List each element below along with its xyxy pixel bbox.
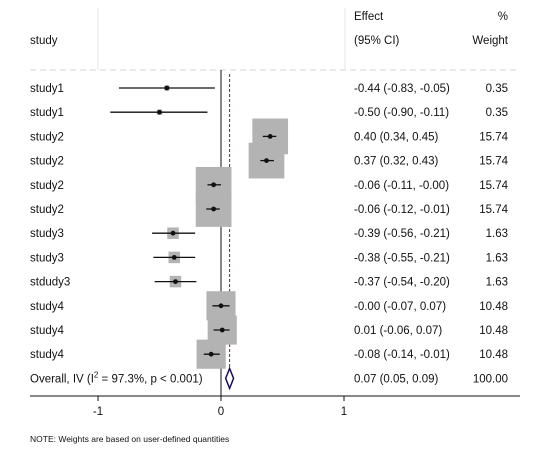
study-row: study4 -0.00 (-0.07, 0.07) 10.48 xyxy=(30,291,508,321)
weight-value: 1.63 xyxy=(486,277,508,289)
study-label: study4 xyxy=(30,325,64,337)
weight-value: 10.48 xyxy=(479,325,508,337)
effect-ci-value: -0.06 (-0.12, -0.01) xyxy=(354,204,450,216)
effect-ci-value: -0.08 (-0.14, -0.01) xyxy=(354,349,450,361)
effect-ci-value: -0.50 (-0.90, -0.11) xyxy=(354,107,449,119)
weight-value: 1.63 xyxy=(486,228,508,240)
study-row: study3 -0.38 (-0.55, -0.21) 1.63 xyxy=(30,251,508,264)
point-estimate xyxy=(218,303,224,309)
study-row: stdudy3 -0.37 (-0.54, -0.20) 1.63 xyxy=(30,275,508,289)
study-label: study1 xyxy=(30,83,64,95)
study-label: study4 xyxy=(30,301,64,313)
overall-label: Overall, IV (I2 = 97.3%, p < 0.001) xyxy=(30,370,203,385)
effect-ci-value: -0.37 (-0.54, -0.20) xyxy=(354,277,450,289)
weight-value: 15.74 xyxy=(479,180,508,192)
weight-value: 15.74 xyxy=(479,156,508,168)
study-row: study4 -0.08 (-0.14, -0.01) 10.48 xyxy=(30,339,508,369)
study-label: study2 xyxy=(30,204,64,216)
effect-ci-value: -0.06 (-0.11, -0.00) xyxy=(354,180,449,192)
header-effect: Effect xyxy=(354,11,384,23)
x-axis: -1 0 1 xyxy=(30,395,520,418)
point-estimate xyxy=(170,230,176,236)
weight-value: 15.74 xyxy=(479,131,508,143)
point-estimate xyxy=(211,182,217,188)
study-label: study2 xyxy=(30,180,64,192)
effect-ci-value: -0.38 (-0.55, -0.21) xyxy=(354,252,450,264)
study-row: study1 -0.50 (-0.90, -0.11) 0.35 xyxy=(30,107,508,119)
x-tick-label: -1 xyxy=(93,406,103,418)
effect-ci-value: 0.01 (-0.06, 0.07) xyxy=(354,325,442,337)
x-tick-label: 1 xyxy=(341,406,347,418)
study-label: study4 xyxy=(30,349,64,361)
weight-value: 15.74 xyxy=(479,204,508,216)
point-estimate xyxy=(208,351,214,357)
study-row: study3 -0.39 (-0.56, -0.21) 1.63 xyxy=(30,227,508,240)
weight-value: 0.35 xyxy=(486,107,508,119)
overall-row: Overall, IV (I2 = 97.3%, p < 0.001) 0.07 … xyxy=(30,366,508,391)
overall-weight-value: 100.00 xyxy=(473,373,508,385)
footnote: NOTE: Weights are based on user-defined … xyxy=(30,434,229,444)
header-weight-percent: % xyxy=(498,11,508,23)
weight-value: 1.63 xyxy=(486,252,508,264)
overall-effect-ci-value: 0.07 (0.05, 0.09) xyxy=(354,373,439,385)
study-label: study3 xyxy=(30,252,64,264)
point-estimate xyxy=(211,206,217,212)
point-estimate xyxy=(157,109,162,115)
effect-ci-value: -0.39 (-0.56, -0.21) xyxy=(354,228,450,240)
x-tick-label: 0 xyxy=(218,406,224,418)
point-estimate xyxy=(264,158,269,164)
weight-value: 10.48 xyxy=(479,301,508,313)
weight-value: 0.35 xyxy=(486,83,508,95)
effect-ci-value: 0.37 (0.32, 0.43) xyxy=(354,156,439,168)
weight-value: 10.48 xyxy=(479,349,508,361)
overall-diamond xyxy=(224,366,235,391)
study-label: stdudy3 xyxy=(30,277,70,289)
point-estimate xyxy=(219,327,225,333)
point-estimate xyxy=(171,255,177,260)
study-row: study4 0.01 (-0.06, 0.07) 10.48 xyxy=(30,315,508,345)
effect-ci-value: -0.44 (-0.83, -0.05) xyxy=(354,83,450,95)
header-ci: (95% CI) xyxy=(354,35,400,47)
study-label: study1 xyxy=(30,107,64,119)
study-row: study2 0.37 (0.32, 0.43) 15.74 xyxy=(30,142,509,179)
study-rows: study1 -0.44 (-0.83, -0.05) 0.35 study1 -0.5… xyxy=(30,70,509,396)
effect-ci-value: -0.00 (-0.07, 0.07) xyxy=(354,301,446,313)
study-row: study1 -0.44 (-0.83, -0.05) 0.35 xyxy=(30,83,508,95)
effect-ci-value: 0.40 (0.34, 0.45) xyxy=(354,131,439,143)
study-label: study2 xyxy=(30,131,64,143)
study-label: study3 xyxy=(30,228,64,240)
point-estimate xyxy=(267,134,273,139)
header-study: study xyxy=(30,35,58,47)
point-estimate xyxy=(164,85,170,91)
study-row: study2 -0.06 (-0.12, -0.01) 15.74 xyxy=(30,191,509,227)
point-estimate xyxy=(173,279,178,284)
header-weight: Weight xyxy=(472,35,508,47)
study-label: study2 xyxy=(30,156,64,168)
